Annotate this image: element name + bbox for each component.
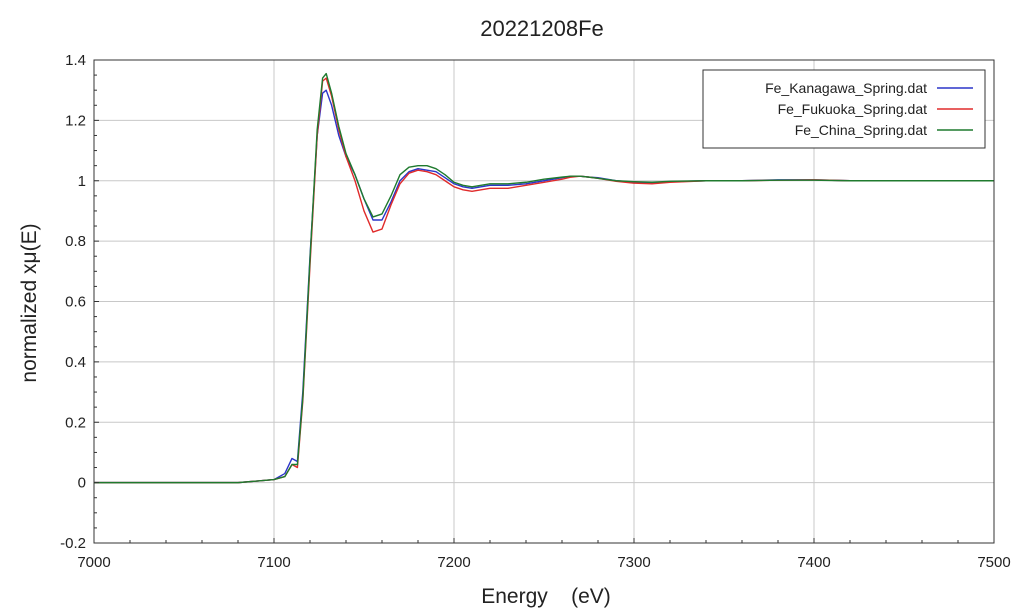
x-tick-label: 7000 xyxy=(77,554,110,571)
y-tick-label: 0.6 xyxy=(65,294,86,311)
series-lines xyxy=(94,72,994,484)
x-tick-label: 7200 xyxy=(437,554,470,571)
y-tick-label: 0.4 xyxy=(65,354,86,371)
x-tick-label: 7300 xyxy=(617,554,650,571)
y-tick-label: 1.2 xyxy=(65,112,86,129)
y-tick-label: -0.2 xyxy=(60,535,86,552)
x-tick-label: 7500 xyxy=(977,554,1010,571)
legend-label: Fe_Fukuoka_Spring.dat xyxy=(778,101,928,117)
series-line-3 xyxy=(94,72,994,484)
y-axis-title: normalized xμ(E) xyxy=(18,223,41,382)
x-axis-title: Energy (eV) xyxy=(481,585,611,608)
axis-ticks: 7000 7100 7200 7300 7400 7500 -0.2 0 0.2 0.4 0.6 0.… xyxy=(60,52,1011,571)
y-tick-label: 0.8 xyxy=(65,233,86,250)
y-tick-label: 1.4 xyxy=(65,52,86,69)
y-tick-label: 0 xyxy=(78,475,86,492)
y-tick-label: 1 xyxy=(78,173,86,190)
legend: Fe_Kanagawa_Spring.dat Fe_Fukuoka_Spring.… xyxy=(702,69,986,149)
legend-label: Fe_China_Spring.dat xyxy=(795,122,927,138)
legend-label: Fe_Kanagawa_Spring.dat xyxy=(765,80,927,96)
x-tick-label: 7100 xyxy=(257,554,290,571)
chart-title: 20221208Fe xyxy=(480,16,604,41)
x-tick-label: 7400 xyxy=(797,554,830,571)
series-line-1 xyxy=(94,89,994,484)
y-tick-label: 0.2 xyxy=(65,414,86,431)
